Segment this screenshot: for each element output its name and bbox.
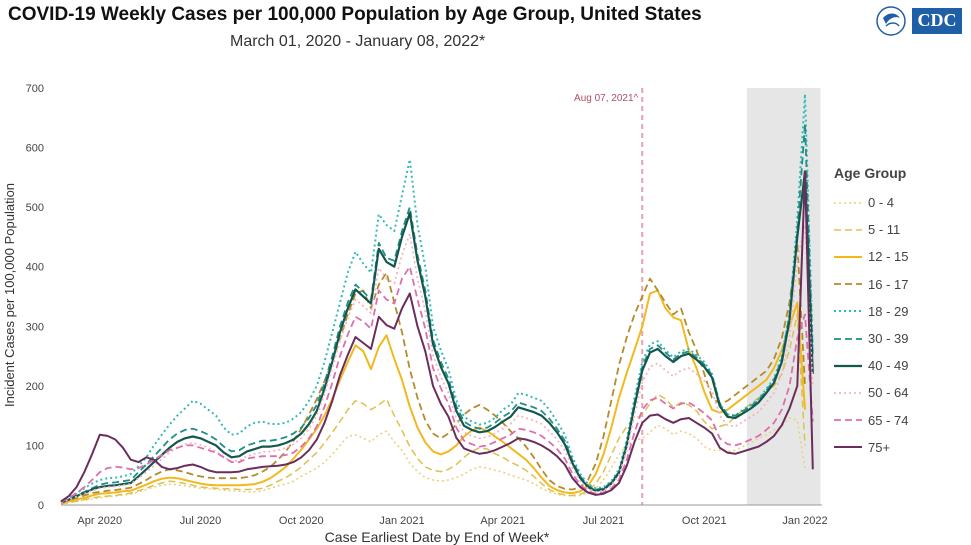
legend-label: 12 - 15: [868, 249, 909, 265]
legend-label: 40 - 49: [868, 358, 909, 374]
legend-swatch: [834, 392, 862, 394]
legend-label: 75+: [868, 439, 891, 455]
legend-label: 65 - 74: [868, 412, 909, 428]
legend-item[interactable]: 5 - 11: [834, 216, 966, 243]
legend-swatch: [834, 201, 862, 204]
legend-swatch: [834, 337, 862, 340]
legend-swatch: [834, 255, 862, 258]
series-line-8: [60, 224, 814, 504]
x-tick-label: Oct 2020: [279, 515, 324, 527]
series-line-5: [60, 93, 814, 503]
x-tick-label: Oct 2021: [682, 515, 727, 527]
y-tick-label: 400: [26, 262, 44, 274]
legend-label: 50 - 64: [868, 385, 909, 401]
legend-label: 0 - 4: [868, 195, 895, 211]
series-line-6: [60, 122, 814, 503]
series-line-7: [60, 170, 814, 504]
legend-item[interactable]: 30 - 39: [834, 325, 966, 352]
y-tick-label: 600: [26, 143, 44, 155]
legend-item[interactable]: 18 - 29: [834, 298, 966, 325]
chart-title: COVID-19 Weekly Cases per 100,000 Popula…: [8, 4, 702, 25]
x-tick-label: Apr 2021: [480, 515, 525, 527]
x-tick-label: Jan 2022: [782, 515, 827, 527]
x-tick-label: Jan 2021: [379, 515, 424, 527]
legend-item[interactable]: 40 - 49: [834, 352, 966, 379]
legend-swatch: [834, 419, 862, 421]
y-tick-label: 700: [26, 83, 44, 95]
y-tick-label: 0: [38, 500, 44, 512]
legend-swatch: [834, 229, 862, 231]
annotation-label: Aug 07, 2021^: [574, 93, 638, 104]
legend-title: Age Group: [834, 165, 907, 181]
y-tick-label: 300: [26, 321, 44, 333]
legend-label: 18 - 29: [868, 303, 909, 319]
legend-item[interactable]: 65 - 74: [834, 407, 966, 434]
series-line-4: [60, 241, 806, 504]
x-tick-label: Jul 2020: [180, 515, 222, 527]
y-axis-label: Incident Cases per 100,000 Population: [2, 183, 17, 407]
x-tick-label: Apr 2020: [77, 515, 122, 527]
y-tick-label: 500: [26, 202, 44, 214]
legend-swatch: [834, 283, 862, 286]
legend-item[interactable]: 0 - 4: [834, 189, 966, 216]
legend-label: 16 - 17: [868, 276, 909, 292]
y-tick-label: 100: [26, 440, 44, 452]
series-line-2: [60, 313, 806, 505]
legend-label: 5 - 11: [868, 222, 901, 238]
series-line-1: [60, 417, 806, 505]
x-tick-label: Jul 2021: [583, 515, 625, 527]
legend-swatch: [834, 364, 862, 367]
legend-label: 30 - 39: [868, 331, 909, 347]
series-line-9: [60, 265, 814, 503]
legend-swatch: [834, 446, 862, 449]
chart-subtitle: March 01, 2020 - January 08, 2022*: [230, 33, 486, 50]
legend-item[interactable]: 12 - 15: [834, 243, 966, 270]
y-tick-label: 200: [26, 381, 44, 393]
legend-item[interactable]: 75+: [834, 434, 966, 461]
series-line-10: [60, 170, 814, 503]
legend-swatch: [834, 310, 862, 313]
cdc-logo[interactable]: CDC: [874, 4, 966, 38]
hhs-eagle-icon: [876, 6, 962, 36]
x-axis-label: Case Earliest Date by End of Week*: [325, 529, 550, 545]
legend-item[interactable]: 16 - 17: [834, 271, 966, 298]
legend-item[interactable]: 50 - 64: [834, 379, 966, 406]
legend: Age Group 0 - 4 5 - 11 12 - 15 16 - 17 18 - …: [834, 165, 966, 461]
series-line-3: [60, 289, 806, 505]
cdc-logo-text: CDC: [917, 10, 957, 30]
